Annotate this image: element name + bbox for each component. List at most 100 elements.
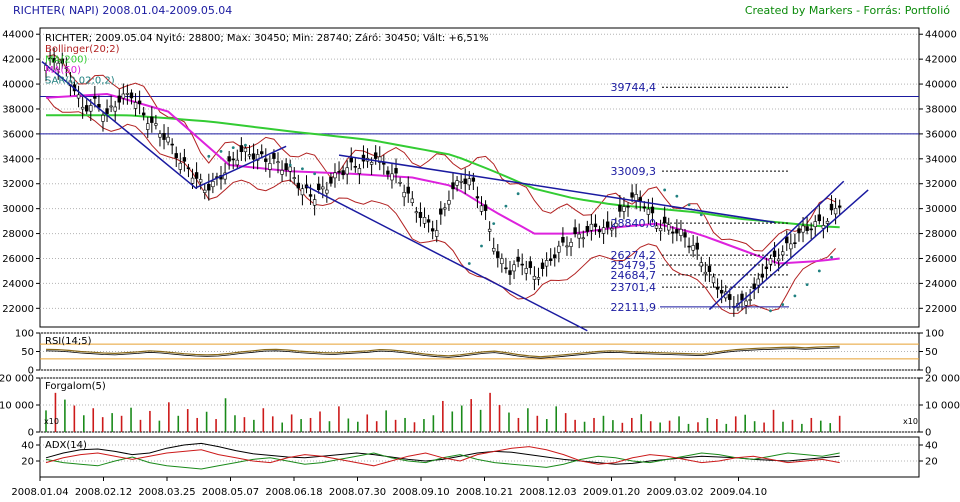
candle-body — [829, 203, 834, 211]
candle-body — [658, 227, 663, 232]
sar-dot — [769, 309, 772, 313]
candle-body — [565, 245, 569, 248]
candle-body — [581, 237, 585, 240]
sar-dot — [467, 262, 471, 265]
candle-body — [797, 228, 801, 234]
candle-body — [837, 205, 842, 208]
candle-body — [260, 151, 264, 155]
candle-body — [422, 217, 427, 224]
rsi-axis-tick-label-right: 100 — [925, 329, 944, 340]
candle-body — [691, 245, 695, 251]
candle-body — [459, 180, 463, 183]
sar-dot — [313, 172, 317, 176]
candle-body — [512, 264, 516, 272]
fibonacci-level-label: 39744,4 — [611, 81, 657, 94]
candle-body — [715, 286, 720, 290]
candle-body — [719, 289, 724, 294]
candle-body — [610, 228, 614, 231]
bollinger-lower-band — [45, 96, 836, 314]
candle-body — [243, 147, 248, 153]
adx-axis-tick-label-left: 40 — [21, 441, 34, 452]
candle-body — [833, 208, 838, 215]
candle-body — [378, 156, 382, 163]
candle-body — [194, 172, 199, 179]
candle-body — [406, 186, 410, 194]
candle-body — [589, 223, 594, 231]
candle-body — [821, 225, 826, 229]
rsi-axis-tick-label-left: 0 — [28, 366, 34, 377]
fibonacci-level-label: 23701,4 — [611, 281, 657, 294]
adx-axis-tick-label-right: 20 — [925, 457, 938, 468]
candle-body — [711, 276, 716, 284]
candle-body — [190, 177, 195, 184]
sar-dot — [793, 294, 797, 298]
volume-axis-tick-label-left: 10 000 — [0, 401, 34, 412]
candle-body — [471, 177, 476, 182]
candle-body — [768, 258, 773, 265]
candle-body — [646, 208, 651, 215]
candle-body — [675, 229, 679, 234]
candle-body — [622, 206, 626, 212]
candle-body — [166, 136, 170, 143]
candle-body — [496, 251, 500, 258]
candle-body — [524, 268, 528, 274]
candle-body — [369, 161, 374, 165]
candle-body — [687, 245, 691, 248]
candle-body — [463, 178, 467, 184]
price-axis-tick-label-left: 24000 — [2, 279, 34, 290]
x-axis-label: 2008.02.12 — [75, 487, 132, 498]
candle-body — [52, 58, 56, 63]
price-axis-tick-label-left: 30000 — [2, 204, 34, 215]
price-axis-tick-label-right: 44000 — [925, 30, 957, 41]
candle-body — [316, 183, 321, 191]
volume-corner-label-left: x10 — [44, 417, 59, 426]
candle-body — [125, 93, 130, 95]
candle-body — [667, 224, 671, 231]
sar-dot — [781, 303, 785, 306]
period-label: 2008.01.04-2009.05.04 — [102, 4, 233, 17]
candle-body — [80, 106, 85, 110]
chart-credit: Created by Markers - Forrás: Portfolió — [744, 4, 950, 17]
candle-body — [626, 205, 630, 208]
candle-body — [117, 95, 121, 103]
x-axis-label: 2008.10.21 — [456, 487, 513, 498]
candle-body — [793, 242, 797, 244]
candle-body — [817, 214, 822, 222]
price-axis-tick-label-left: 26000 — [2, 254, 34, 265]
x-axis-label: 2008.01.04 — [11, 487, 68, 498]
candle-body — [137, 100, 142, 105]
candle-body — [585, 226, 590, 232]
candle-body — [776, 258, 781, 262]
price-axis-tick-label-left: 22000 — [2, 304, 34, 315]
candle-body — [308, 194, 313, 197]
rsi-signal-line — [45, 347, 840, 359]
candle-body — [133, 102, 138, 109]
price-axis-tick-label-right: 36000 — [925, 129, 957, 140]
sar-dot — [480, 244, 483, 248]
candle-body — [186, 167, 191, 170]
candle-body — [349, 157, 353, 163]
price-axis-tick-label-right: 42000 — [925, 55, 957, 66]
candle-body — [760, 273, 765, 278]
chart-header-title: RICHTER( NAPI) 2008.01.04-2009.05.04 — [13, 4, 232, 18]
x-axis-label: 2009.03.02 — [646, 487, 703, 498]
candle-body — [329, 176, 333, 184]
candle-body — [508, 270, 512, 275]
candle-body — [662, 216, 667, 224]
candle-body — [772, 250, 777, 257]
trendline — [338, 154, 775, 224]
candle-body — [101, 114, 105, 122]
candle-body — [178, 162, 183, 170]
candle-body — [321, 186, 325, 190]
price-legend-entry: MA(200) — [45, 55, 87, 66]
sar-dot — [288, 163, 292, 167]
sar-dot — [219, 149, 223, 153]
adx-line — [45, 442, 840, 465]
candle-body — [162, 133, 166, 140]
sar-dot — [504, 204, 508, 208]
candle-body — [174, 153, 178, 159]
rsi-axis-tick-label-right: 0 — [925, 366, 931, 377]
candle-body — [435, 230, 439, 237]
candle-body — [207, 183, 211, 191]
